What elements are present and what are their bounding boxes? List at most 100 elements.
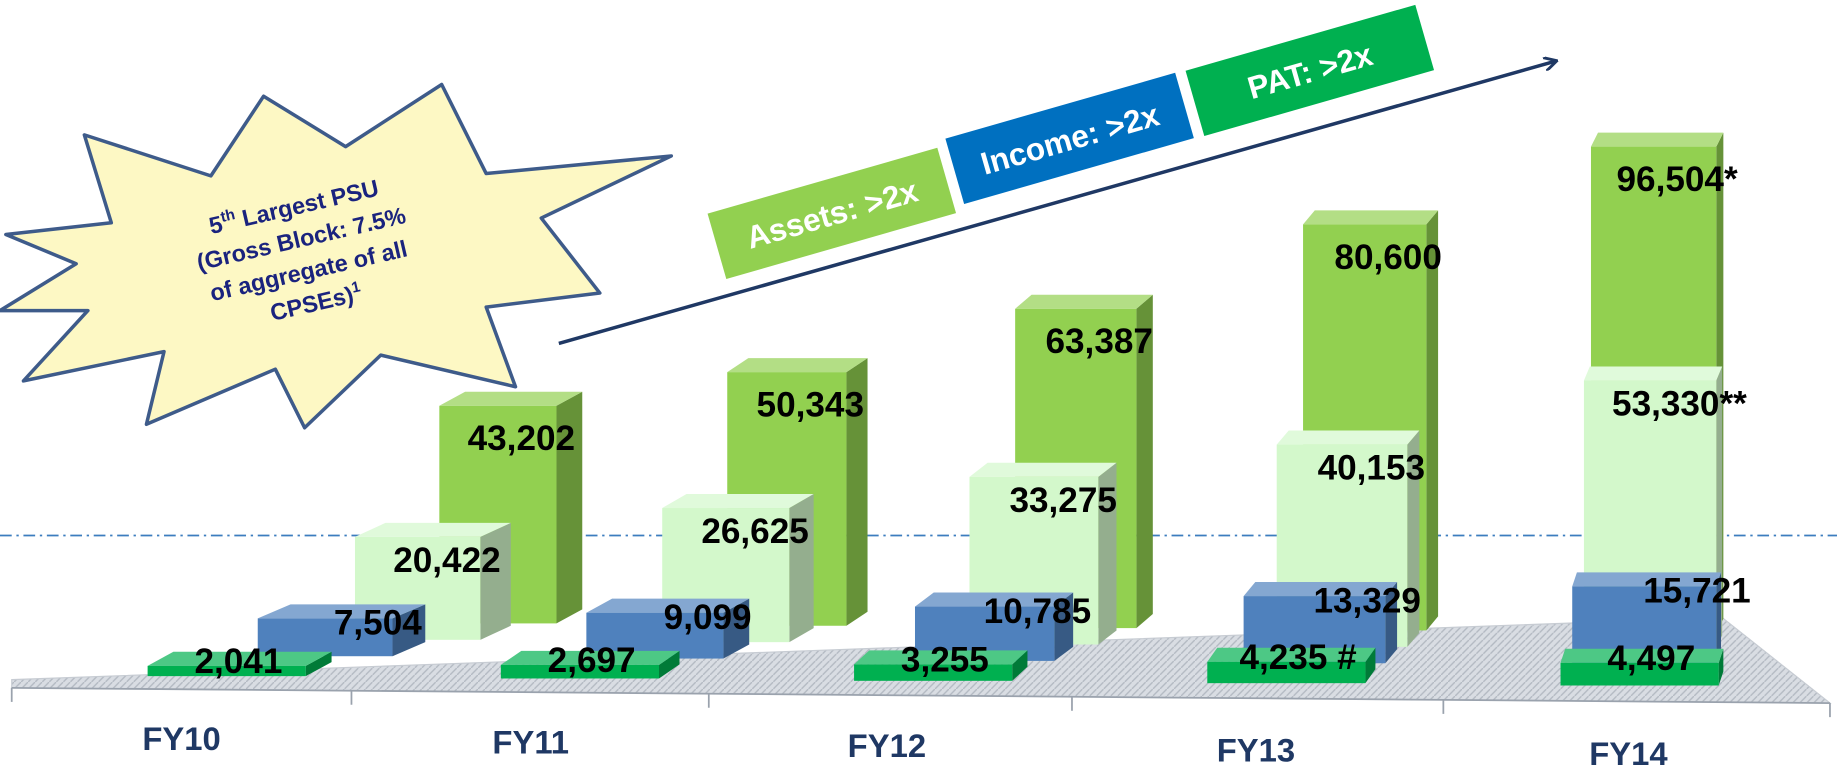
bar-top [1590, 132, 1724, 147]
value-label: 96,504* [1617, 160, 1738, 199]
bar-top [354, 522, 511, 537]
x-tick-label: FY13 [1217, 732, 1295, 769]
value-label: 20,422 [393, 541, 500, 580]
bar-top [257, 604, 426, 619]
floor-edge [11, 686, 1830, 704]
starburst [0, 82, 674, 430]
bar-group [727, 358, 868, 626]
value-label: 9,099 [664, 598, 752, 637]
bar-side [1054, 592, 1074, 661]
value-label: 15,721 [1643, 572, 1750, 611]
banner: Income: >2x [945, 72, 1194, 204]
bar-top [1583, 366, 1723, 381]
bar-group [1207, 647, 1376, 684]
bar-side [846, 358, 868, 626]
value-label: 4,235 # [1239, 638, 1356, 677]
bar-side [1407, 430, 1420, 647]
x-tick-label: FY10 [142, 720, 220, 757]
bar-group [914, 592, 1074, 661]
value-label: 40,153 [1318, 449, 1425, 488]
bar-side [1718, 648, 1724, 686]
bar-top [1303, 210, 1439, 225]
bar-side [305, 651, 332, 677]
bar-side [1426, 210, 1439, 631]
bar-side [556, 391, 583, 624]
value-label: 53,330** [1612, 385, 1747, 424]
value-label: 50,343 [757, 386, 864, 425]
bar-top [586, 598, 750, 613]
bar-top [1243, 582, 1398, 597]
bar-top [662, 493, 814, 509]
value-label: 33,275 [1009, 481, 1116, 520]
bar-top [1276, 430, 1420, 445]
bar [854, 664, 1013, 681]
value-label: 80,600 [1334, 238, 1441, 277]
x-tick-label: FY14 [1589, 735, 1668, 770]
burst-text: 5th Largest PSU (Gross Block: 7.5% of ag… [194, 175, 410, 326]
bar-top [500, 650, 680, 665]
bar-side [480, 522, 511, 640]
bar-top [969, 462, 1117, 477]
value-label: 43,202 [468, 419, 575, 458]
bar [147, 665, 306, 677]
bar-group [147, 651, 332, 677]
bar-top [914, 592, 1074, 607]
bar-group [439, 391, 583, 624]
bar-group [1276, 430, 1420, 647]
growth-arrow [558, 61, 1556, 346]
bar-top [439, 391, 583, 406]
value-label: 7,504 [334, 604, 422, 643]
banner-box [1185, 4, 1435, 137]
bar-group [1015, 294, 1153, 629]
x-tick-label: FY11 [492, 723, 569, 760]
bar-side [1012, 650, 1028, 681]
bar-group [500, 650, 680, 679]
bar-group [586, 598, 750, 659]
bar-side [1385, 582, 1398, 664]
bar-top [727, 358, 868, 373]
banner: Assets: >2x [707, 147, 957, 279]
banner: PAT: >2x [1185, 4, 1435, 137]
bar-group [1303, 210, 1439, 631]
bar-side [1136, 294, 1153, 629]
value-label: 4,497 [1607, 639, 1695, 678]
bar-top [1015, 294, 1153, 309]
bar-top [1560, 648, 1724, 663]
bar-group [969, 462, 1117, 645]
bar [1207, 661, 1366, 684]
bar-group [1560, 648, 1724, 686]
banner-box [945, 72, 1194, 204]
bar [257, 618, 393, 657]
bar-group [354, 522, 511, 640]
value-label: 10,785 [984, 592, 1091, 631]
bar-top [147, 651, 332, 666]
value-label: 26,625 [701, 512, 808, 551]
bar-group [854, 650, 1028, 681]
bar-side [1716, 572, 1722, 666]
bar-top [1207, 647, 1376, 662]
ordinal-suffix: th [219, 206, 237, 226]
value-label: 3,255 [901, 640, 989, 679]
value-label: 2,041 [194, 642, 282, 681]
bar-side [723, 598, 750, 659]
bar-side [1365, 647, 1376, 684]
bar-group [1572, 572, 1722, 666]
bar [500, 664, 660, 679]
value-label: 13,329 [1313, 581, 1420, 620]
banner-box [707, 147, 957, 279]
bar-side [1098, 462, 1117, 645]
bar [1560, 662, 1719, 686]
ordinal: 5 [207, 211, 226, 239]
bar-group [257, 604, 426, 657]
bar-side [659, 650, 680, 679]
bar-side [392, 604, 426, 657]
bar-top [854, 650, 1028, 665]
value-label: 63,387 [1045, 322, 1152, 361]
value-label: 2,697 [548, 641, 636, 680]
bar-top [1572, 572, 1722, 587]
bar-group [1243, 582, 1398, 664]
bar-group [662, 493, 814, 643]
bar-side [789, 493, 814, 643]
